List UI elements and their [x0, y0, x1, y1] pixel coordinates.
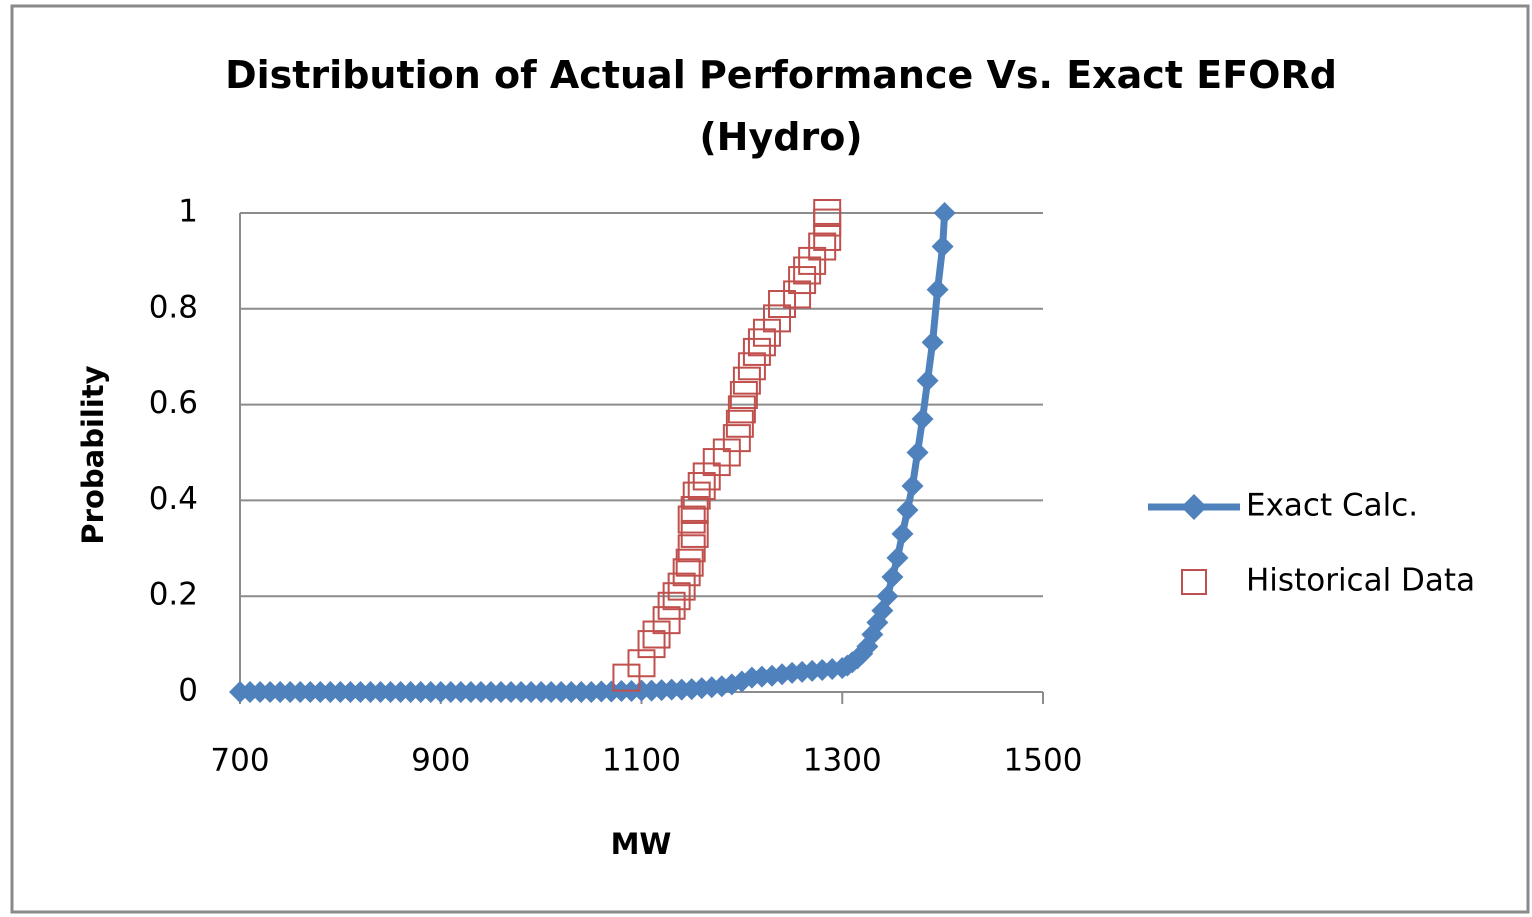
square-marker: [727, 395, 756, 424]
legend-label: Historical Data: [1246, 563, 1475, 599]
square-marker: [813, 199, 842, 227]
square-marker: [763, 304, 792, 333]
square-marker: [652, 606, 681, 635]
square-marker: [712, 438, 741, 467]
square-marker: [732, 366, 761, 395]
y-tick-label: 0.4: [149, 481, 198, 517]
square-marker: [667, 572, 696, 601]
diamond-marker: [896, 498, 919, 521]
y-tick-label: 1: [178, 194, 198, 230]
diamond-marker: [901, 475, 924, 498]
diamond-marker: [906, 441, 929, 464]
square-marker: [657, 591, 686, 620]
legend-label: Exact Calc.: [1246, 488, 1418, 524]
x-tick-label: 1300: [803, 743, 882, 779]
square-marker: [637, 630, 666, 659]
square-marker: [722, 424, 751, 453]
x-tick-label: 1500: [1004, 743, 1083, 779]
square-marker: [687, 472, 716, 501]
legend-marker: [1181, 569, 1207, 595]
square-marker: [672, 558, 701, 587]
square-marker: [702, 448, 731, 477]
x-axis-label: MW: [611, 827, 672, 861]
legend-marker: [1181, 494, 1207, 520]
y-tick-label: 0.6: [149, 385, 198, 421]
diamond-marker: [891, 522, 914, 545]
square-marker: [692, 462, 721, 491]
diamond-marker: [916, 369, 939, 392]
diamond-marker: [926, 278, 949, 301]
legend: Exact Calc. Historical Data: [1148, 488, 1475, 599]
x-tick-label: 900: [411, 743, 470, 779]
diamond-marker: [881, 566, 904, 589]
square-marker: [788, 266, 817, 295]
square-marker: [752, 318, 781, 347]
square-marker: [768, 290, 797, 319]
square-marker: [612, 663, 641, 692]
diamond-marker: [921, 331, 944, 354]
square-marker: [680, 495, 709, 524]
square-marker: [677, 534, 706, 563]
square-marker: [675, 548, 704, 577]
square-marker: [798, 246, 827, 275]
square-marker: [682, 481, 711, 510]
square-marker: [662, 582, 691, 611]
y-tick-label: 0.8: [149, 289, 198, 325]
diamond-marker: [886, 546, 909, 569]
square-marker: [627, 649, 656, 678]
square-marker: [783, 280, 812, 309]
y-tick-label: 0.2: [149, 577, 198, 613]
square-marker: [642, 620, 671, 649]
square-marker: [747, 328, 776, 357]
square-marker: [680, 519, 709, 548]
square-marker: [793, 256, 822, 285]
square-marker: [737, 352, 766, 381]
y-tick-label: 0: [178, 673, 198, 709]
diamond-marker: [931, 235, 954, 258]
y-axis-label: Probability: [76, 365, 110, 544]
diamond-marker: [911, 407, 934, 430]
square-marker: [677, 505, 706, 534]
square-marker: [808, 232, 837, 261]
chart-title: Distribution of Actual Performance Vs. E…: [225, 53, 1337, 159]
square-marker: [742, 337, 771, 366]
x-tick-label: 1100: [602, 743, 681, 779]
diamond-marker: [876, 585, 899, 608]
x-tick-label: 700: [210, 743, 269, 779]
square-marker: [725, 409, 754, 438]
square-marker: [729, 381, 758, 410]
chart-border: [10, 4, 1530, 914]
square-marker: [813, 222, 842, 251]
diamond-marker: [933, 202, 956, 224]
